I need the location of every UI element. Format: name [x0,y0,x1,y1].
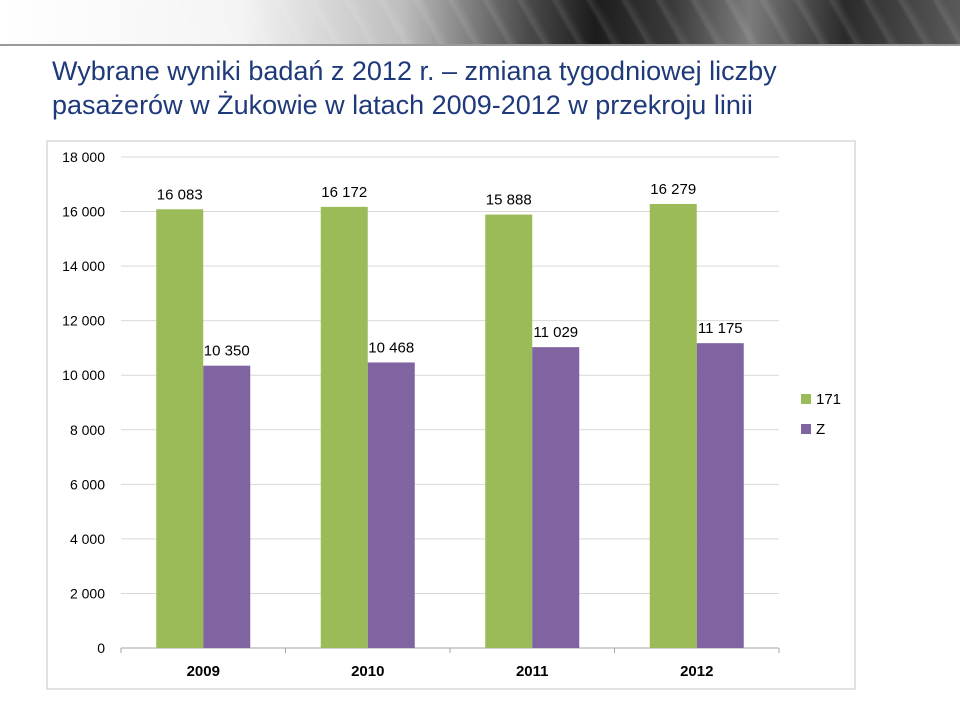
bar-z-2010 [367,362,415,648]
data-label: 10 350 [204,343,250,360]
bar-z-2011 [532,347,580,648]
legend-swatch-171 [801,394,811,404]
y-tick-label: 18 000 [62,149,105,165]
y-tick-label: 8 000 [70,422,105,438]
x-category-label: 2011 [516,663,549,680]
data-label: 16 279 [650,181,696,198]
bar-171-2011 [485,214,533,649]
bar-171-2012 [649,203,697,648]
slide-title-line-1: Wybrane wyniki badań z 2012 r. – zmiana … [52,56,777,86]
y-tick-label: 14 000 [62,258,105,274]
header-banner-texture [0,0,960,44]
x-category-label: 2012 [680,663,713,680]
x-category-label: 2010 [351,663,384,680]
data-label: 11 175 [698,320,743,337]
y-tick-label: 6 000 [70,476,105,492]
data-label: 16 172 [321,184,367,201]
slide-title: Wybrane wyniki badań z 2012 r. – zmiana … [52,54,932,122]
bar-z-2012 [696,343,744,648]
bar-171-2009 [156,209,204,648]
header-banner [0,0,960,44]
bar-171-2010 [320,206,368,649]
y-tick-label: 10 000 [62,367,105,383]
y-tick-label: 2 000 [70,585,105,601]
y-tick-label: 4 000 [70,531,105,547]
bar-z-2009 [203,365,251,648]
data-label: 15 888 [486,192,532,209]
header-divider [0,44,960,46]
y-tick-label: 0 [97,640,105,656]
slide-title-line-2: pasażerów w Żukowie w latach 2009-2012 w… [52,90,753,120]
legend-label-171: 171 [816,391,841,408]
y-tick-label: 12 000 [62,313,105,329]
legend-swatch-z [801,424,811,434]
legend-label-z: Z [816,421,825,438]
data-label: 16 083 [157,186,203,203]
y-tick-label: 16 000 [62,204,105,220]
data-label: 10 468 [368,339,414,356]
data-label: 11 029 [533,324,578,341]
x-category-label: 2009 [187,663,220,680]
